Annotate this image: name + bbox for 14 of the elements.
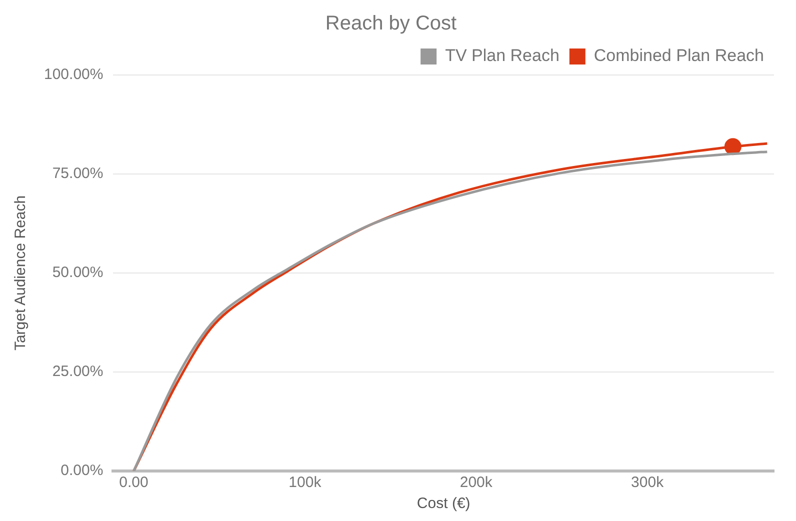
y-tick-label: 75.00% [52, 165, 104, 182]
x-tick-label: 0.00 [119, 474, 148, 492]
y-axis-title: Target Audience Reach [12, 195, 30, 351]
x-tick-label: 300k [631, 474, 664, 492]
x-tick-label: 200k [460, 474, 493, 492]
y-tick-label: 100.00% [44, 66, 104, 84]
chart-title: Reach by Cost [325, 12, 458, 35]
x-tick-label: 100k [288, 474, 322, 492]
y-tick-label: 25.00% [52, 363, 104, 380]
y-tick-label: 0.00% [60, 462, 104, 480]
legend-label: Combined Plan Reach [594, 46, 764, 66]
x-axis-title: Cost (€) [416, 495, 470, 512]
y-tick-label: 50.00% [52, 264, 104, 282]
legend-label: TV Plan Reach [445, 46, 560, 66]
